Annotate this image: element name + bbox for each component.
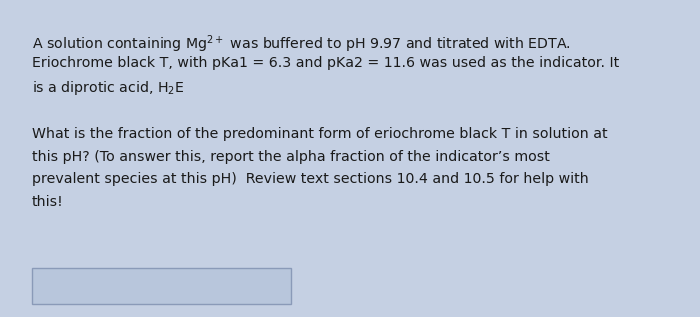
Text: A solution containing Mg$^{2+}$ was buffered to pH 9.97 and titrated with EDTA.: A solution containing Mg$^{2+}$ was buff… <box>32 33 570 55</box>
Text: What is the fraction of the predominant form of eriochrome black T in solution a: What is the fraction of the predominant … <box>32 127 607 141</box>
FancyBboxPatch shape <box>32 268 290 304</box>
Text: this!: this! <box>32 195 63 209</box>
Text: this pH? (To answer this, report the alpha fraction of the indicator’s most: this pH? (To answer this, report the alp… <box>32 150 550 164</box>
Text: is a diprotic acid, H$_{2}$E: is a diprotic acid, H$_{2}$E <box>32 79 184 97</box>
Text: prevalent species at this pH)  Review text sections 10.4 and 10.5 for help with: prevalent species at this pH) Review tex… <box>32 172 588 186</box>
Text: Eriochrome black T, with pΚa1 = 6.3 and pΚa2 = 11.6 was used as the indicator. I: Eriochrome black T, with pΚa1 = 6.3 and … <box>32 56 619 70</box>
